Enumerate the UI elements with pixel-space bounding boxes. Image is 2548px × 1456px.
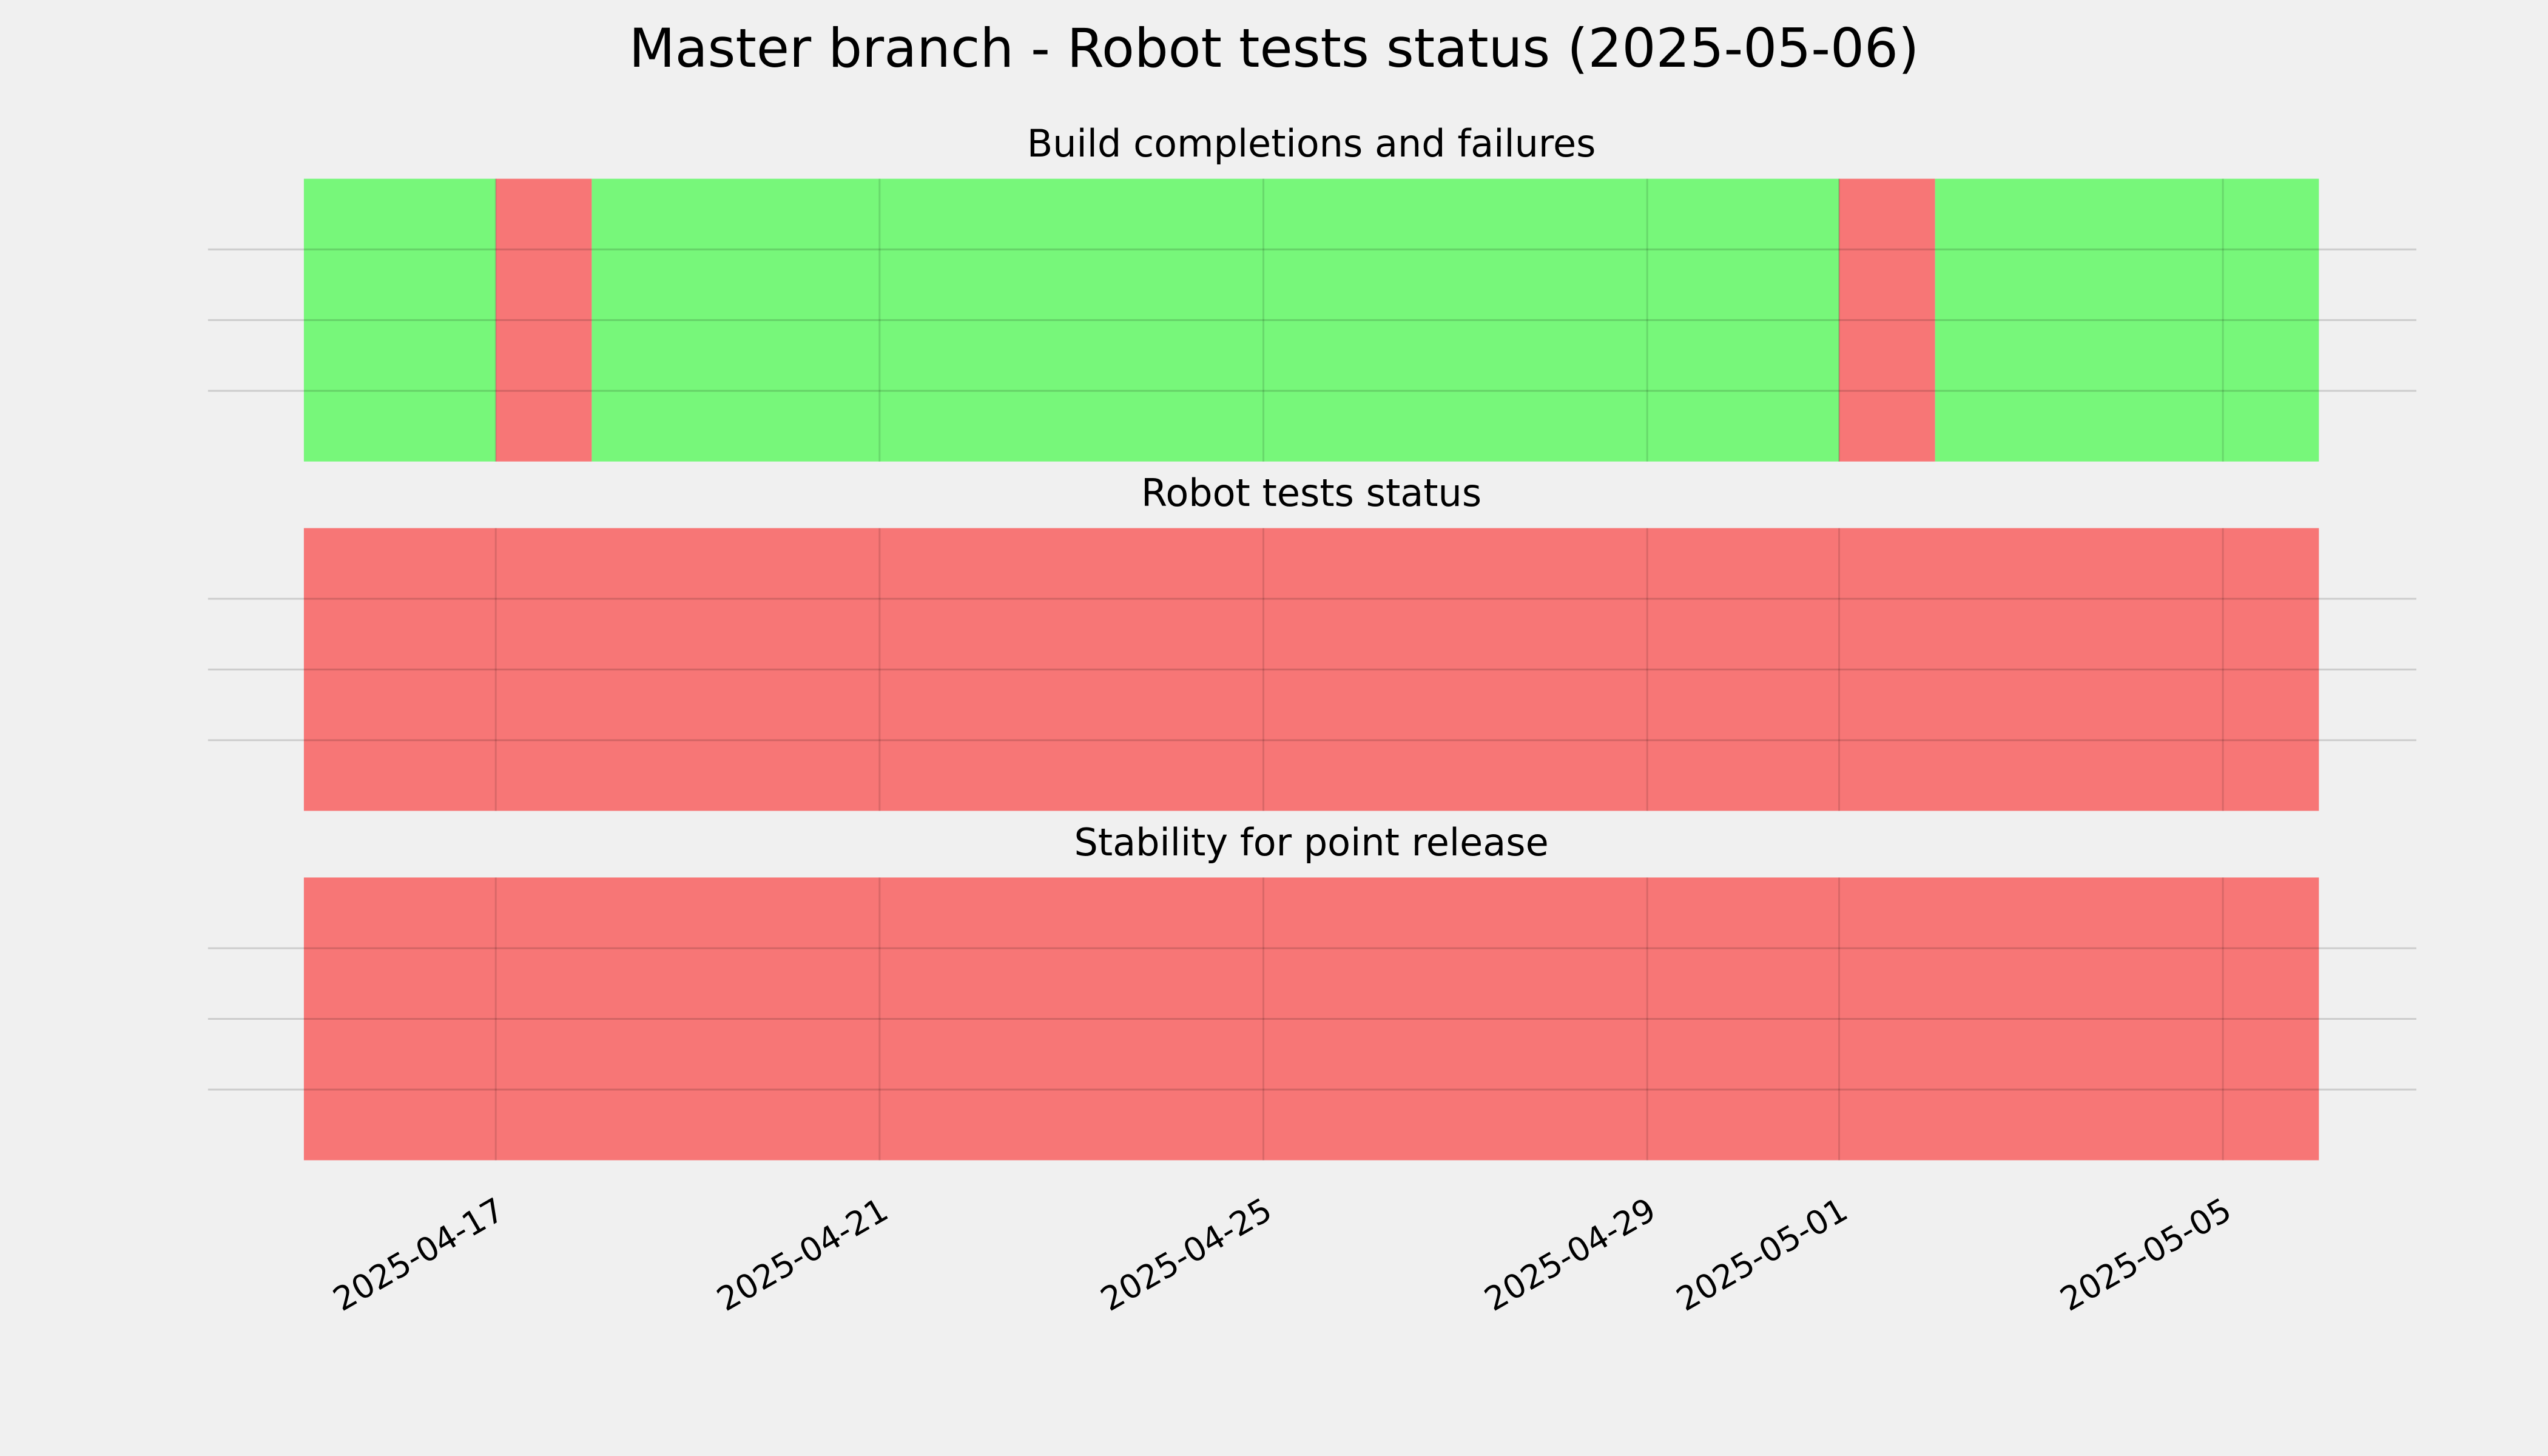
- subplot-title: Stability for point release: [1074, 820, 1548, 864]
- subplot-title: Build completions and failures: [1027, 121, 1596, 166]
- chart-title: Master branch - Robot tests status (2025…: [629, 17, 1919, 79]
- status-segment: [1839, 178, 1935, 462]
- status-segment: [496, 178, 592, 462]
- status-segment: [303, 528, 2319, 811]
- subplot-title: Robot tests status: [1141, 471, 1481, 515]
- status-segment: [303, 178, 496, 462]
- status-segment: [1935, 178, 2319, 462]
- status-segment: [303, 877, 2319, 1161]
- status-segment: [592, 178, 1839, 462]
